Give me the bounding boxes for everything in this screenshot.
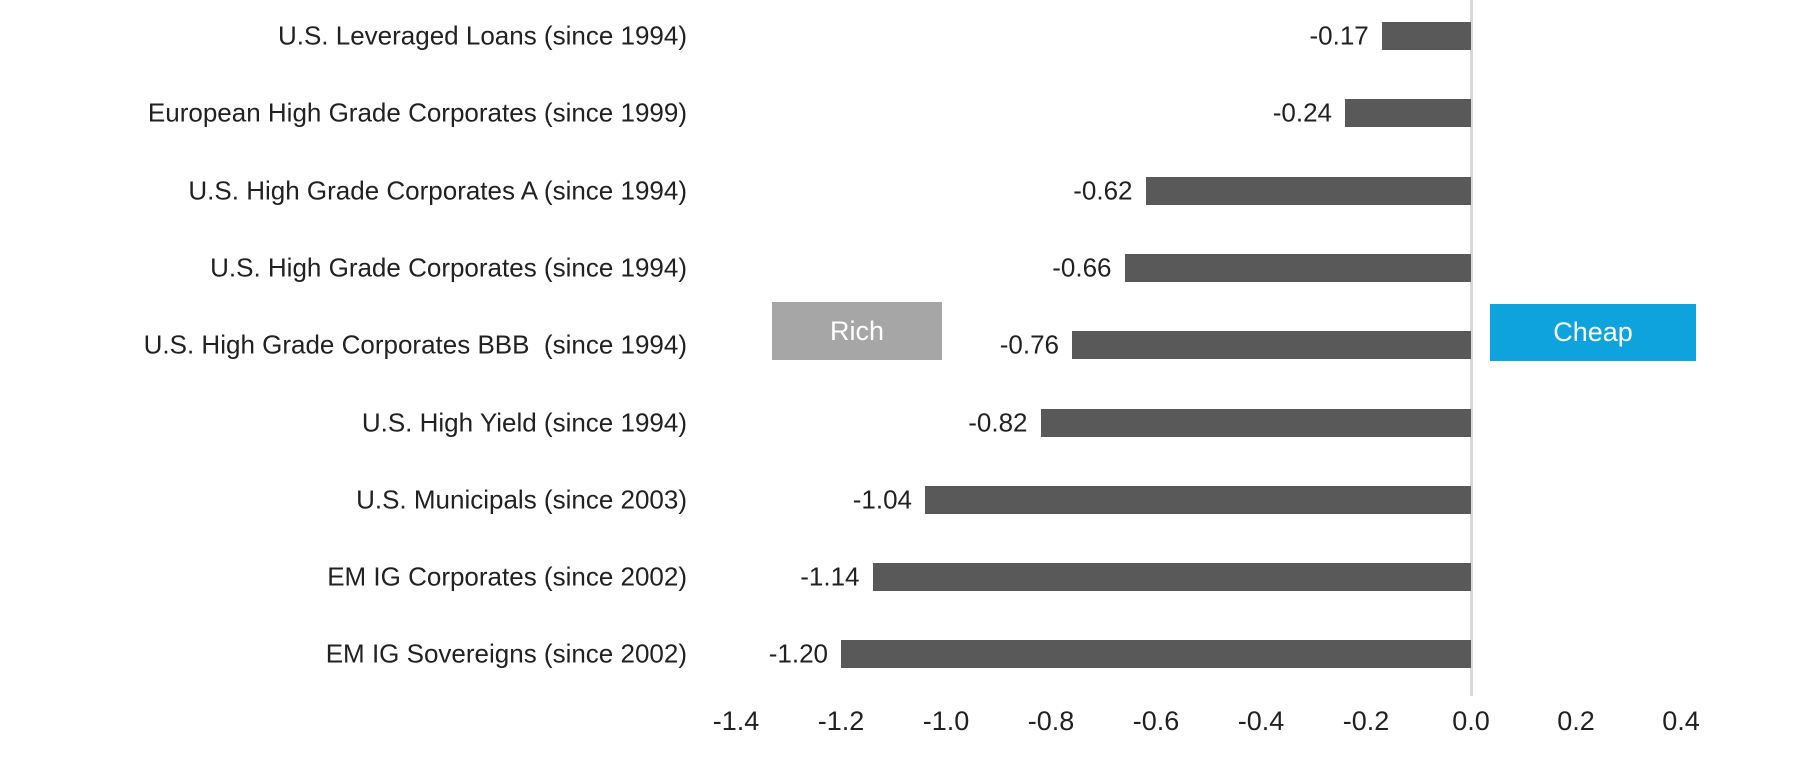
x-axis-tick-label: -1.0 xyxy=(922,706,970,736)
zero-axis-line xyxy=(1470,0,1473,696)
category-label: EM IG Sovereigns (since 2002) xyxy=(325,638,687,669)
value-label: -0.24 xyxy=(1272,97,1332,128)
category-label: EM IG Corporates (since 2002) xyxy=(327,561,687,592)
x-axis-tick-label: -0.6 xyxy=(1132,706,1180,736)
value-label: -0.66 xyxy=(1052,252,1112,283)
bar xyxy=(841,640,1471,669)
category-label: U.S. High Grade Corporates BBB (since 19… xyxy=(143,329,687,360)
x-axis-tick-label: 0.0 xyxy=(1452,706,1490,736)
category-label: U.S. Leveraged Loans (since 1994) xyxy=(277,20,687,51)
value-label: -0.17 xyxy=(1309,20,1369,51)
bar xyxy=(1345,99,1471,128)
value-label: -1.14 xyxy=(800,561,860,592)
x-axis-tick-label: 0.2 xyxy=(1557,706,1595,736)
value-label: -0.82 xyxy=(968,407,1028,437)
category-label: U.S. High Grade Corporates (since 1994) xyxy=(210,252,687,283)
x-axis-tick-label: -1.4 xyxy=(712,706,760,736)
bar xyxy=(1040,408,1471,437)
value-label: -0.76 xyxy=(999,329,1059,360)
x-axis-tick-label: -1.2 xyxy=(817,706,865,736)
category-label: U.S. Municipals (since 2003) xyxy=(356,484,687,515)
bar xyxy=(872,563,1471,592)
bar xyxy=(1381,22,1471,50)
rich-annotation-box: Rich xyxy=(772,302,942,360)
bar xyxy=(925,485,1471,514)
category-label: U.S. High Grade Corporates A (since 1994… xyxy=(188,175,687,206)
x-axis-tick-label: -0.8 xyxy=(1027,706,1075,736)
x-axis-tick-label: -0.2 xyxy=(1342,706,1390,736)
bar xyxy=(1145,176,1471,205)
value-label: -1.04 xyxy=(852,484,912,515)
bar xyxy=(1072,331,1471,360)
x-axis-tick-label: 0.4 xyxy=(1662,706,1700,736)
x-axis-tick-label: -0.4 xyxy=(1237,706,1285,736)
cheap-annotation-box: Cheap xyxy=(1490,304,1696,361)
rich-annotation-label: Rich xyxy=(829,315,884,346)
bar xyxy=(1124,253,1471,282)
cheap-annotation-label: Cheap xyxy=(1553,317,1633,347)
category-label: European High Grade Corporates (since 19… xyxy=(147,97,687,128)
value-label: -1.20 xyxy=(768,638,828,669)
category-label: U.S. High Yield (since 1994) xyxy=(361,407,687,437)
value-label: -0.62 xyxy=(1073,175,1133,206)
